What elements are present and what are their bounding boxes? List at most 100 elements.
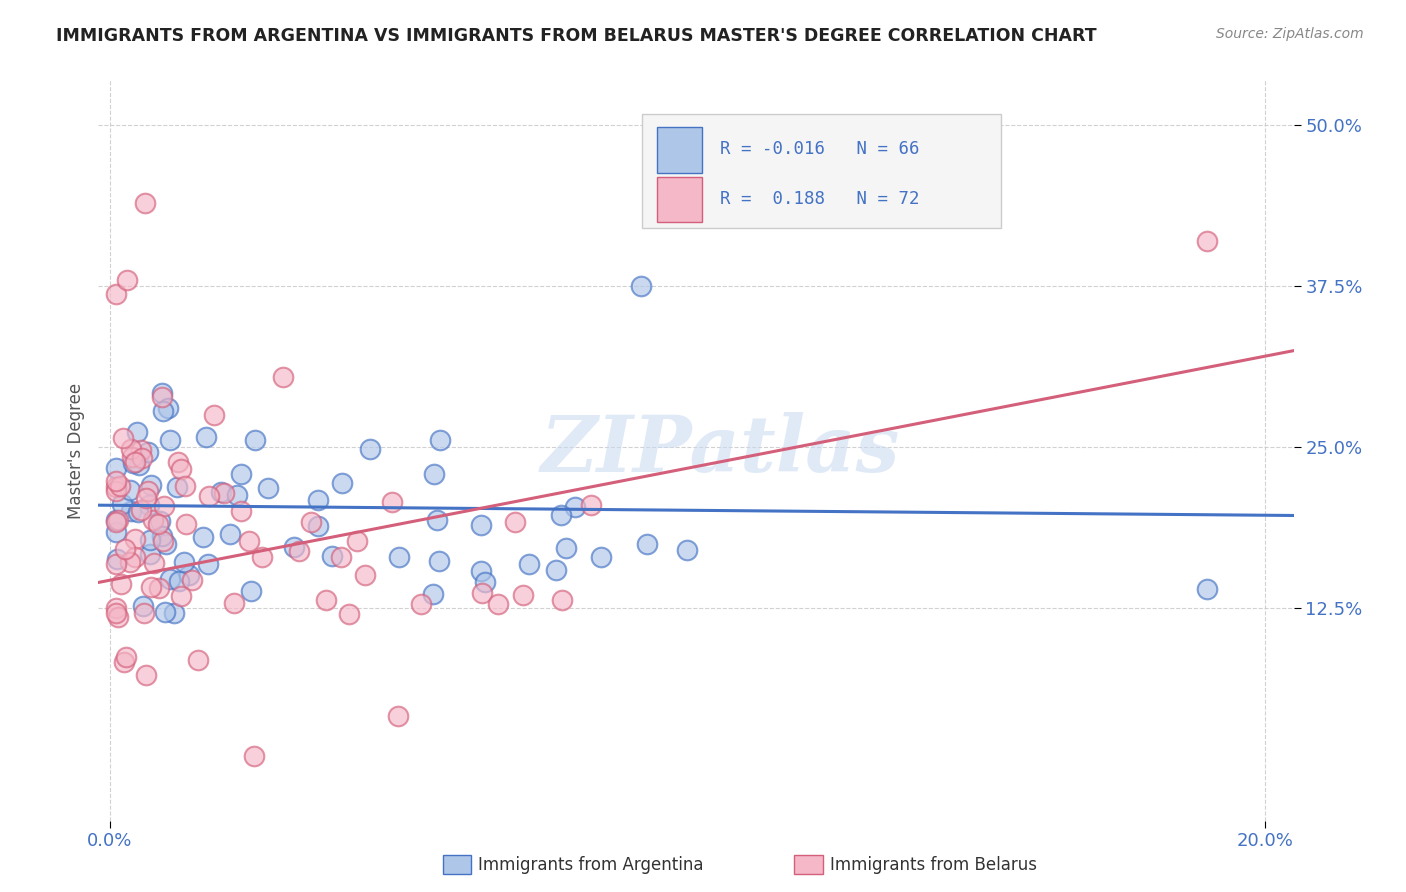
FancyBboxPatch shape [657, 127, 702, 173]
Point [179, 568, 201, 582]
Point [229, 504, 252, 518]
Point [329, 549, 352, 564]
Point [554, 541, 576, 555]
Point [422, 587, 444, 601]
Point [134, 195, 156, 210]
Point [299, 515, 322, 529]
Point [121, 450, 143, 465]
Point [108, 479, 131, 493]
Point [104, 474, 127, 488]
Point [346, 534, 368, 549]
Point [118, 483, 141, 497]
Point [240, 584, 263, 599]
FancyBboxPatch shape [657, 177, 702, 222]
Text: ZIPatlas: ZIPatlas [540, 412, 900, 489]
Point [104, 480, 127, 494]
Point [141, 478, 163, 492]
Point [283, 540, 305, 554]
Point [271, 370, 294, 384]
Point [388, 549, 411, 564]
Point [104, 606, 127, 620]
Point [107, 513, 129, 527]
Point [409, 597, 432, 611]
Point [229, 467, 252, 482]
Point [136, 445, 159, 459]
Text: Immigrants from Belarus: Immigrants from Belarus [830, 856, 1036, 874]
Point [159, 433, 181, 447]
Point [149, 514, 172, 528]
Point [423, 467, 446, 482]
Point [488, 597, 510, 611]
Point [167, 574, 190, 588]
Point [429, 433, 451, 447]
Point [104, 287, 127, 301]
Point [128, 458, 150, 472]
Point [150, 386, 173, 401]
Point [198, 489, 221, 503]
Point [105, 461, 128, 475]
Point [287, 543, 309, 558]
Point [426, 513, 449, 527]
Point [142, 513, 165, 527]
Point [330, 475, 353, 490]
Text: Immigrants from Argentina: Immigrants from Argentina [478, 856, 703, 874]
Y-axis label: Master's Degree: Master's Degree [66, 383, 84, 518]
Point [307, 519, 329, 533]
Point [152, 404, 174, 418]
Point [135, 491, 157, 505]
Point [120, 442, 142, 457]
Point [120, 504, 142, 518]
Point [315, 592, 337, 607]
Point [564, 500, 586, 515]
Text: R =  0.188   N = 72: R = 0.188 N = 72 [720, 190, 920, 208]
Point [387, 708, 409, 723]
Point [131, 502, 153, 516]
Text: R = -0.016   N = 66: R = -0.016 N = 66 [720, 140, 920, 158]
Point [139, 580, 162, 594]
Point [307, 492, 329, 507]
Point [152, 499, 174, 513]
Point [150, 529, 173, 543]
Point [256, 481, 278, 495]
Point [173, 555, 195, 569]
Point [512, 588, 534, 602]
Point [219, 527, 242, 541]
Point [427, 554, 450, 568]
Point [166, 480, 188, 494]
Point [111, 431, 134, 445]
Point [676, 543, 699, 558]
Point [551, 593, 574, 607]
Point [157, 401, 180, 416]
Point [169, 589, 191, 603]
Point [146, 516, 169, 531]
Point [470, 518, 492, 533]
Point [225, 488, 247, 502]
Point [212, 485, 235, 500]
FancyBboxPatch shape [643, 113, 1001, 228]
Point [579, 499, 602, 513]
Point [238, 533, 260, 548]
Point [187, 653, 209, 667]
Point [148, 581, 170, 595]
Point [321, 549, 343, 563]
Point [114, 541, 136, 556]
Point [104, 515, 127, 529]
Point [250, 549, 273, 564]
Point [139, 533, 162, 547]
Point [1195, 234, 1218, 248]
Point [124, 532, 146, 546]
Point [110, 577, 132, 591]
Point [1195, 582, 1218, 596]
Point [111, 497, 134, 511]
Point [470, 564, 492, 578]
Point [112, 655, 135, 669]
Point [136, 483, 159, 498]
Point [174, 516, 197, 531]
Point [125, 425, 148, 440]
Text: Source: ZipAtlas.com: Source: ZipAtlas.com [1216, 27, 1364, 41]
Point [104, 601, 127, 615]
Point [544, 563, 567, 577]
Point [359, 442, 381, 456]
Point [117, 273, 139, 287]
Point [118, 555, 141, 569]
